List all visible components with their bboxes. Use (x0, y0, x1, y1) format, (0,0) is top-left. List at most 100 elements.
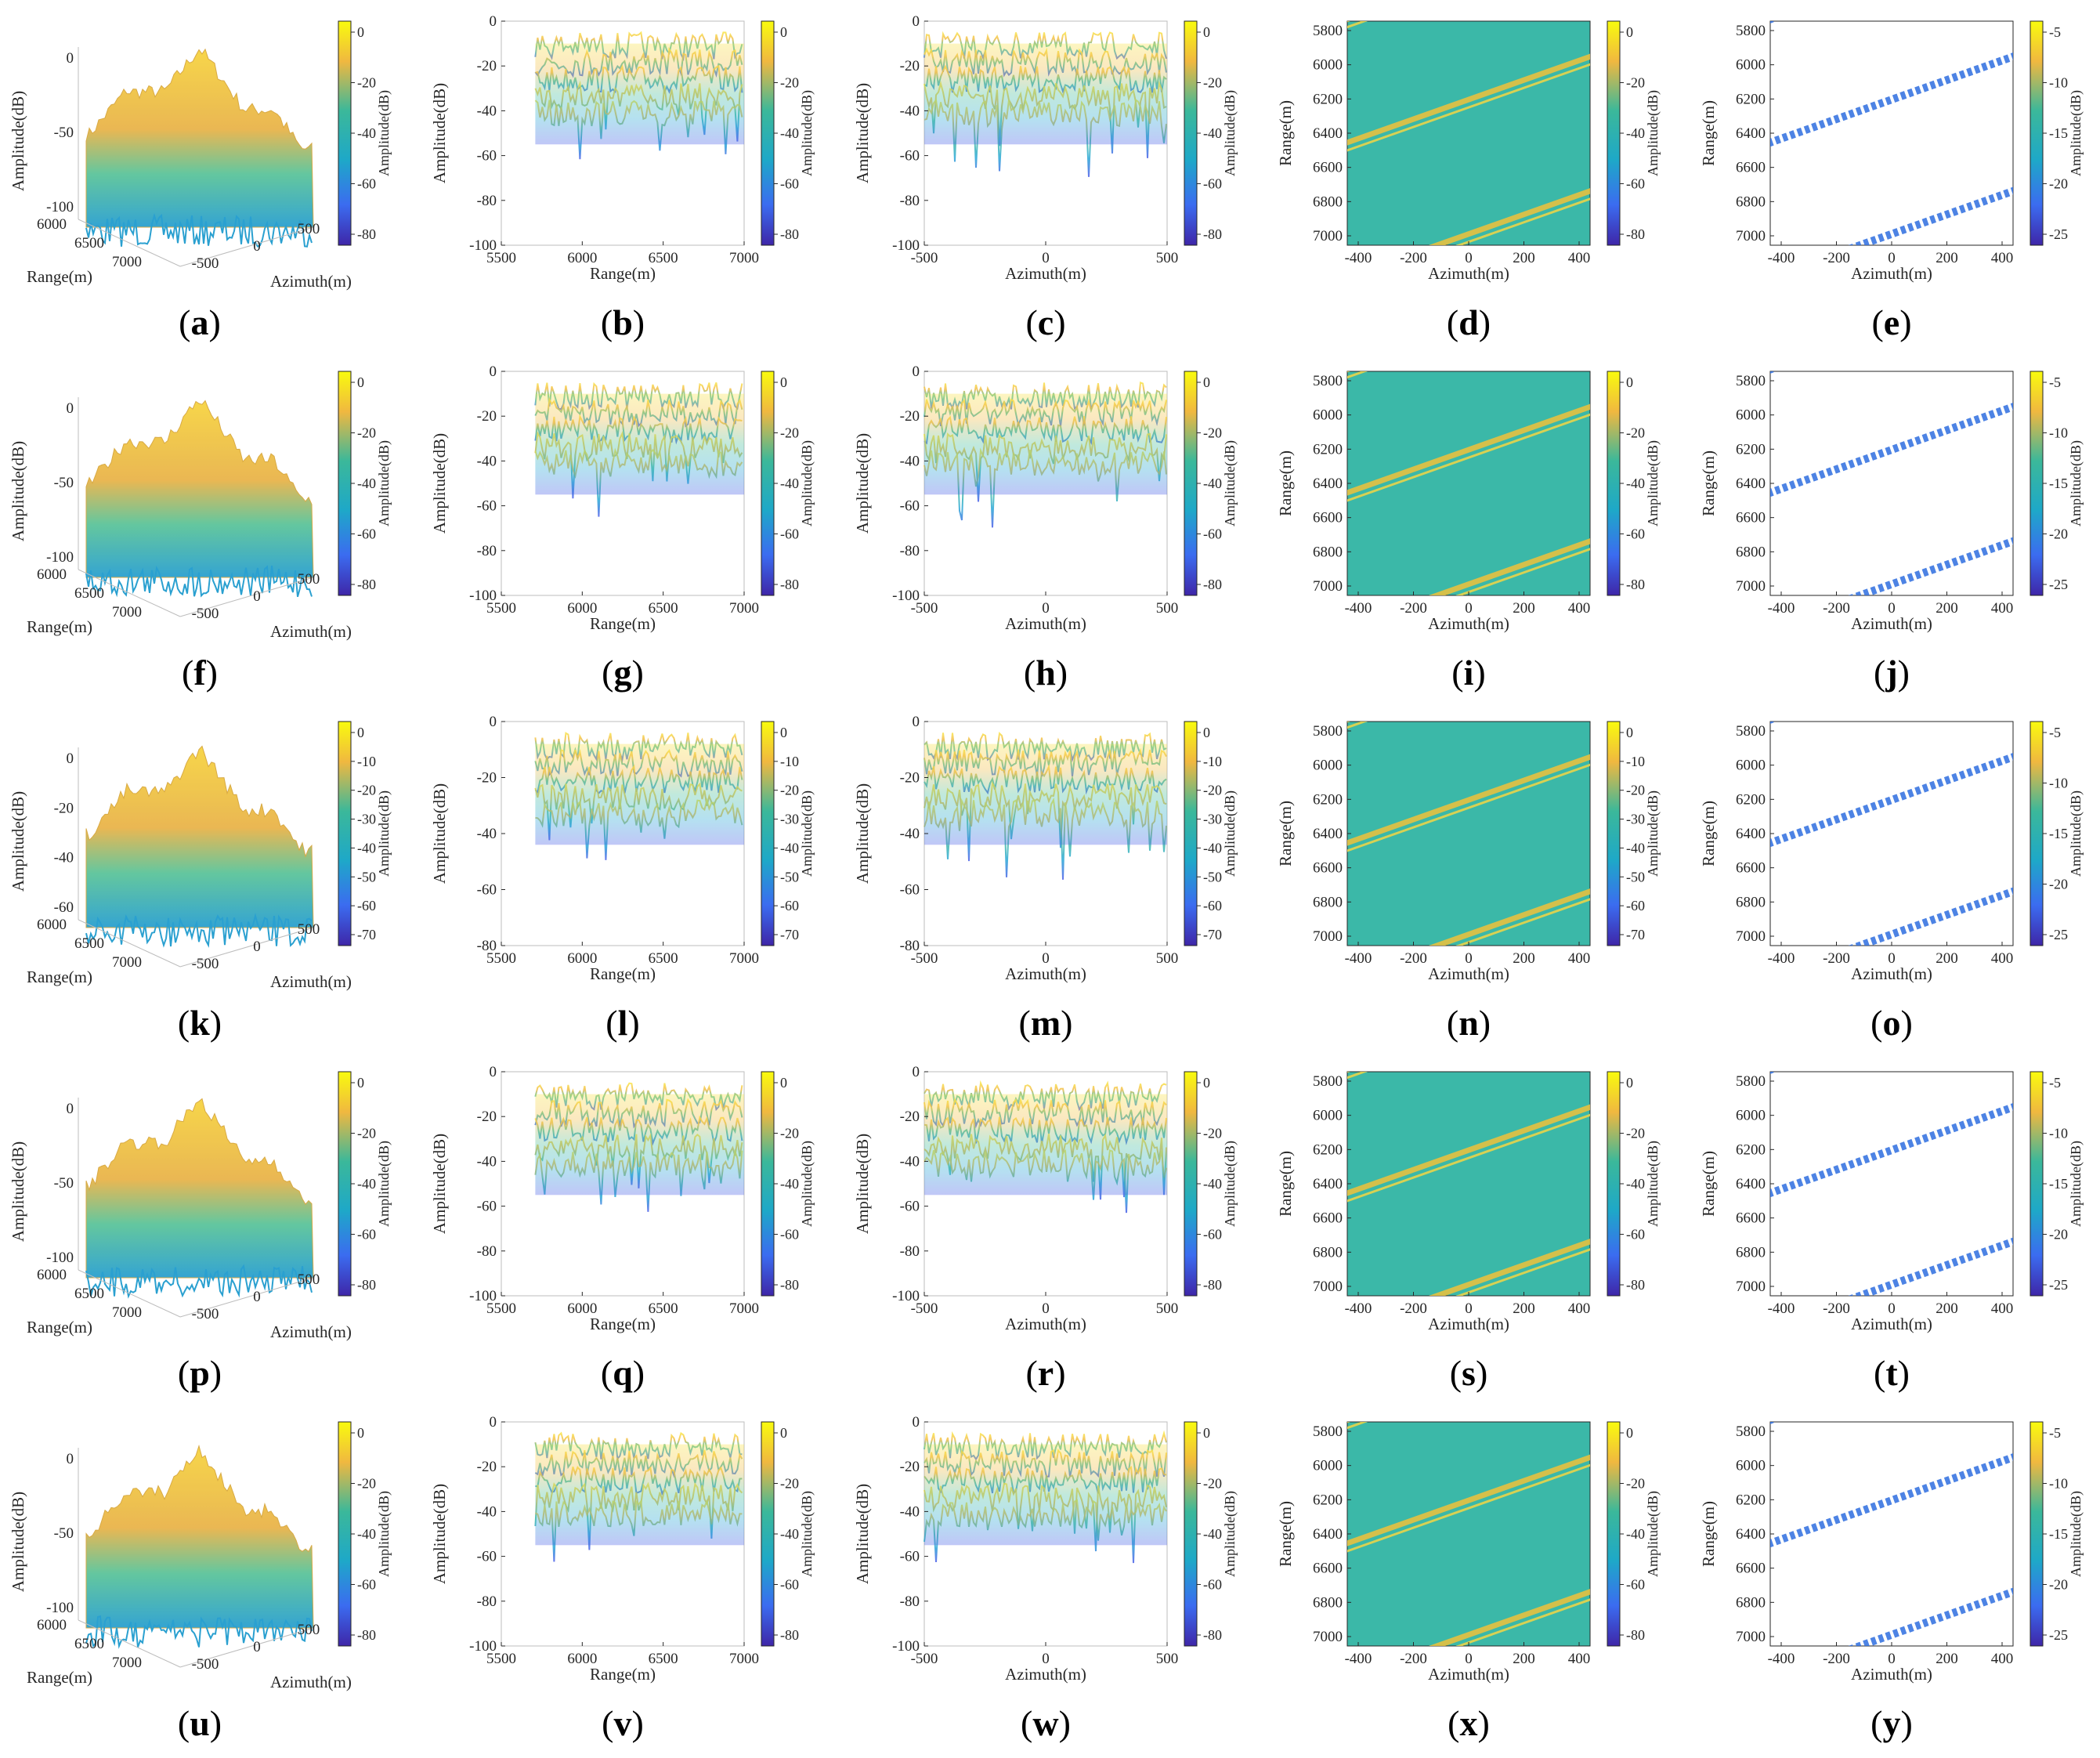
caption-letter: m (1030, 1003, 1061, 1043)
caption-paren-close: ) (631, 1703, 644, 1743)
colorbar-tick-label-r2c1-7: -70 (780, 927, 799, 942)
colorbar-tick-label-r4c3-3: -60 (1626, 1577, 1645, 1593)
xtick-label-i-2: 0 (1465, 600, 1473, 617)
colorbar-r3c0 (338, 1071, 352, 1297)
caption-letter: u (190, 1703, 210, 1743)
amplitude-traces-q (534, 1082, 744, 1212)
colorbar-tick-label-r3c1-3: -60 (780, 1227, 799, 1243)
colorbar-tick-label-r1c2-0: 0 (1203, 374, 1210, 390)
ylabel-u: Amplitude(dB) (9, 1492, 27, 1592)
colorbar-tick-label-r2c4-0: -5 (2049, 725, 2061, 740)
ytick-label-s-1: 6000 (1313, 1108, 1343, 1124)
caption-letter: j (1885, 653, 1898, 693)
colorbar-label-r0c2: Amplitude(dB) (1222, 90, 1238, 176)
ytick-label-d-4: 6600 (1313, 160, 1343, 176)
colorbar-r1c0 (338, 371, 352, 596)
ytick-label-m-4: -80 (900, 938, 920, 954)
colorbar-label-r3c1: Amplitude(dB) (799, 1141, 815, 1227)
streaks-t (1770, 1072, 2013, 1296)
ytick-label-m-0: 0 (913, 714, 920, 730)
ytick-label-o-1: 6000 (1736, 758, 1766, 774)
ytick-label-o-4: 6600 (1736, 860, 1766, 877)
caption-paren-close: ) (632, 302, 645, 342)
ytick-label-e-6: 7000 (1736, 228, 1766, 244)
ytick-label-v-3: -60 (477, 1549, 497, 1565)
panel-h: 0 -20 -40 -60 -80 -100-500 0 500 Amplitude(dB) Az… (853, 364, 1238, 633)
colorbar-r3c4 (2030, 1071, 2044, 1297)
colorbar-tick-label-r2c0-5: -50 (357, 869, 376, 884)
colorbar-tick-label-r1c2-2: -40 (1203, 476, 1222, 491)
ytick-label-t-6: 7000 (1736, 1279, 1766, 1295)
colorbar-label-r4c4: Amplitude(dB) (2068, 1491, 2084, 1577)
xlabel-d: Azimuth(m) (1428, 264, 1509, 283)
xlabel-h: Azimuth(m) (1005, 614, 1086, 633)
colorbar-tick-label-r1c2-4: -80 (1203, 577, 1222, 592)
ytick-label-l-3: -60 (477, 882, 497, 899)
ytick-label-m-1: -20 (900, 770, 920, 787)
colorbar-tick-label-r3c4-2: -15 (2049, 1176, 2068, 1192)
colorbar-tick-label-r1c0-1: -20 (357, 425, 376, 441)
caption-paren-close: ) (208, 302, 221, 342)
xtick-label-t-1: -200 (1823, 1300, 1850, 1317)
xlabel-azimuth-f: Azimuth(m) (270, 622, 352, 641)
colorbar-tick-label-r3c1-4: -80 (780, 1277, 799, 1293)
colorbar-tick-label-r2c1-1: -10 (780, 754, 799, 769)
colorbar-tick-label-r0c1-0: 0 (780, 24, 787, 40)
ytick-label-x-6: 7000 (1313, 1629, 1343, 1645)
ylabel-a: Amplitude(dB) (9, 91, 27, 191)
ytick-label-s-2: 6200 (1313, 1141, 1343, 1158)
ytick-label-j-2: 6200 (1736, 441, 1766, 458)
ytick-label-n-1: 6000 (1313, 758, 1343, 774)
colorbar-tick-label-r3c3-2: -40 (1626, 1176, 1645, 1192)
caption-paren-close: ) (627, 1003, 640, 1043)
ylabel-e: Range(m) (1699, 100, 1718, 166)
ytick-label-t-2: 6200 (1736, 1141, 1766, 1158)
colorbar-tick-label-r0c0-3: -60 (357, 176, 376, 192)
colorbar-r4c4 (2030, 1421, 2044, 1647)
ytick-label-h-4: -80 (900, 543, 920, 559)
ytick-label-y-1: 6000 (1736, 1458, 1766, 1474)
colorbar-tick-label-r1c3-0: 0 (1626, 374, 1633, 390)
colorbar-r0c1 (761, 20, 775, 246)
ytick-label-n-3: 6400 (1313, 826, 1343, 842)
xtick-label-r-2: 500 (1156, 1300, 1179, 1317)
xlabel-q: Range(m) (590, 1315, 656, 1333)
colorbar-tick-label-r1c2-1: -20 (1203, 425, 1222, 441)
colorbar-tick-label-r3c2-0: 0 (1203, 1075, 1210, 1091)
caption-paren-close: ) (1900, 1003, 1913, 1043)
xtick-label-l-2: 6500 (649, 950, 678, 967)
xtick-label-d-1: -200 (1400, 250, 1427, 266)
xtick-label-y-4: 400 (1991, 1651, 2014, 1667)
caption-paren-open: ( (177, 1353, 190, 1393)
colorbar-tick-label-r2c1-6: -60 (780, 898, 799, 913)
ztick-label-k-1: -20 (54, 800, 74, 816)
streaks-j (1770, 371, 2013, 595)
xtick-label-s-1: -200 (1400, 1300, 1427, 1317)
caption-paren-close: ) (632, 1353, 645, 1393)
xtick-label-l-3: 7000 (729, 950, 759, 967)
colorbar-tick-label-r4c4-2: -15 (2049, 1526, 2068, 1542)
colorbar-tick-label-r2c0-2: -20 (357, 783, 376, 798)
ylabel-i: Range(m) (1276, 450, 1295, 516)
ytick-label-b-2: -40 (477, 103, 497, 119)
xlabel-azimuth-a: Azimuth(m) (270, 272, 352, 291)
ylabel-f: Amplitude(dB) (9, 441, 27, 541)
ytick-label-o-5: 6800 (1736, 894, 1766, 910)
ytick-label-v-5: -100 (469, 1638, 497, 1655)
range-tick-label-p-1: 6500 (74, 1286, 104, 1302)
caption-paren-open: ( (1018, 1003, 1031, 1043)
ytick-label-w-1: -20 (900, 1459, 920, 1475)
colorbar-tick-label-r4c4-1: -10 (2049, 1476, 2068, 1492)
xtick-label-v-1: 6000 (567, 1651, 597, 1667)
caption-paren-close: ) (1473, 653, 1486, 693)
colorbar-tick-label-r2c4-2: -15 (2049, 826, 2068, 841)
panel-r: 0 -20 -40 -60 -80 -100-500 0 500 Amplitude(dB) Az… (853, 1064, 1238, 1333)
colorbar-tick-label-r0c0-0: 0 (357, 24, 364, 40)
colorbar-tick-label-r2c1-2: -20 (780, 783, 799, 798)
xtick-label-y-0: -400 (1768, 1651, 1795, 1667)
caption-paren-close: ) (1899, 302, 1912, 342)
xtick-label-x-0: -400 (1345, 1651, 1372, 1667)
